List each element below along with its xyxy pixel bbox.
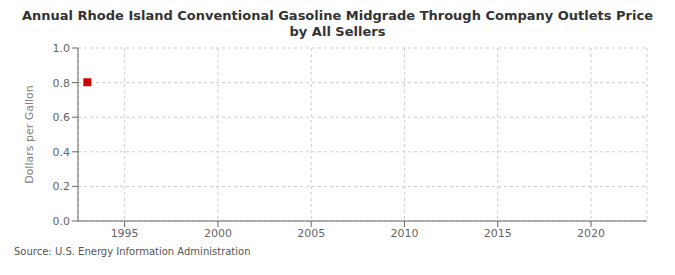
svg-text:2015: 2015: [484, 227, 512, 240]
svg-text:2020: 2020: [577, 227, 605, 240]
svg-text:0.6: 0.6: [53, 111, 71, 124]
html-text:Source: U.S. Energy Informatio: Source: U.S. Energy Information Administ…: [14, 246, 251, 257]
svg-text:1995: 1995: [111, 227, 139, 240]
svg-text:2010: 2010: [390, 227, 418, 240]
svg-text:1.0: 1.0: [53, 42, 71, 55]
svg-text:2000: 2000: [204, 227, 232, 240]
svg-text:2005: 2005: [297, 227, 325, 240]
svg-text:0.4: 0.4: [53, 146, 71, 159]
svg-text:0.8: 0.8: [53, 77, 71, 90]
svg-text:Dollars per Gallon: Dollars per Gallon: [23, 85, 36, 184]
html-text:Annual Rhode Island Convention: Annual Rhode Island Conventional Gasolin…: [22, 8, 653, 39]
svg-text:0.0: 0.0: [53, 215, 71, 228]
svg-text:0.2: 0.2: [53, 180, 71, 193]
